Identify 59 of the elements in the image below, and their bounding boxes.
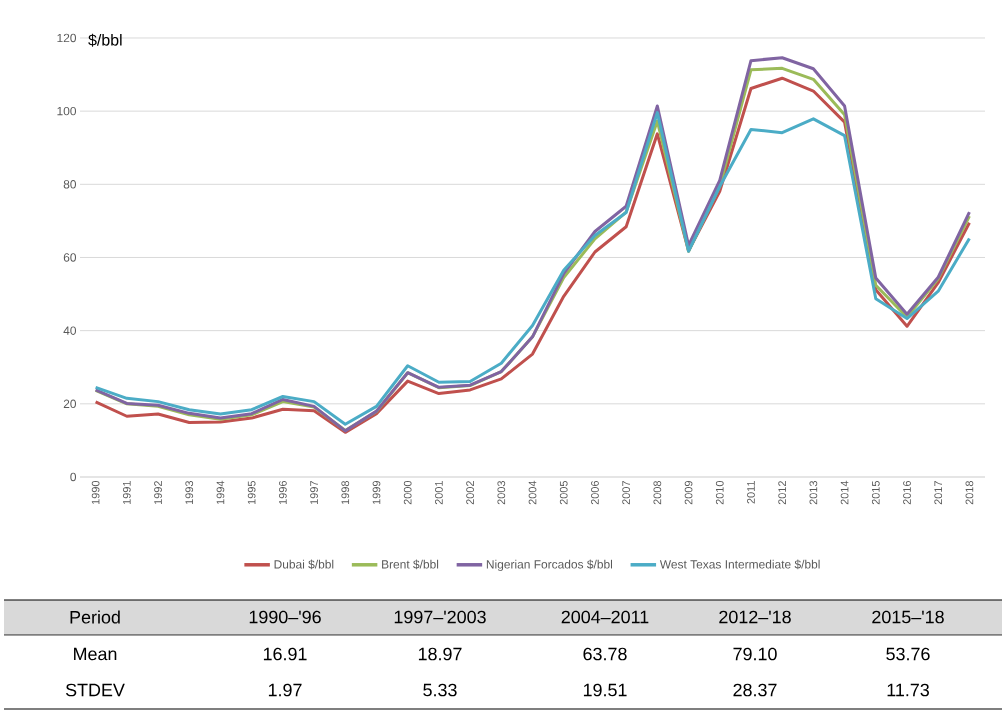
text: 18.97 bbox=[418, 647, 462, 661]
x-tick-label: 1999 bbox=[372, 481, 381, 505]
y-tick-label: 60 bbox=[63, 253, 77, 262]
text: 2015–'18 bbox=[872, 610, 944, 624]
legend-label: West Texas Intermediate $/bbl bbox=[659, 559, 820, 570]
text: 1997–'2003 bbox=[394, 610, 486, 624]
text: 1.97 bbox=[268, 683, 302, 697]
text: 79.10 bbox=[733, 647, 777, 661]
x-tick-label: 1998 bbox=[341, 481, 350, 505]
text: 63.78 bbox=[583, 647, 627, 661]
x-tick-label: 2018 bbox=[965, 481, 974, 505]
y-tick-label: 100 bbox=[57, 106, 77, 116]
text: 2004–2011 bbox=[561, 610, 649, 624]
x-tick-label: 1994 bbox=[216, 480, 225, 505]
x-tick-label: 1991 bbox=[122, 481, 131, 505]
legend-label: Dubai $/bbl bbox=[274, 559, 334, 570]
x-tick-label: 1990 bbox=[91, 480, 100, 505]
x-tick-label: 1993 bbox=[185, 481, 194, 505]
text: 16.91 bbox=[263, 647, 307, 661]
x-tick-label: 2017 bbox=[934, 481, 943, 505]
text: Mean bbox=[74, 647, 117, 661]
text: Period bbox=[70, 610, 120, 624]
text: 53.76 bbox=[886, 647, 930, 661]
x-tick-label: 2001 bbox=[435, 481, 443, 505]
x-tick-label: 2005 bbox=[559, 480, 568, 505]
text: 28.37 bbox=[733, 683, 777, 697]
y-axis-title: $/bbl bbox=[88, 33, 122, 47]
y-tick-label: 20 bbox=[63, 399, 77, 409]
x-tick-label: 2000 bbox=[403, 480, 412, 505]
legend-label: Brent $/bbl bbox=[382, 559, 439, 570]
y-tick-label: 80 bbox=[63, 180, 77, 189]
text: 11.73 bbox=[887, 683, 929, 697]
x-tick-label: 1997 bbox=[310, 481, 318, 505]
x-tick-label: 1996 bbox=[278, 481, 287, 505]
y-tick-label: 120 bbox=[57, 33, 77, 43]
x-tick-label: 2010 bbox=[715, 480, 724, 505]
y-tick-label: 0 bbox=[70, 472, 77, 482]
x-tick-label: 2015 bbox=[871, 480, 880, 505]
text: 5.33 bbox=[423, 683, 457, 697]
text: 19.51 bbox=[583, 683, 627, 697]
x-tick-label: 2012 bbox=[778, 481, 787, 505]
x-tick-label: 2013 bbox=[809, 481, 818, 505]
text: 1990–'96 bbox=[249, 610, 321, 624]
x-tick-label: 2009 bbox=[684, 481, 693, 505]
x-tick-label: 2003 bbox=[497, 481, 506, 505]
text: 2012–'18 bbox=[719, 610, 791, 624]
x-tick-label: 2006 bbox=[591, 481, 599, 505]
x-tick-label: 2011 bbox=[747, 481, 755, 504]
x-tick-label: 2007 bbox=[622, 481, 631, 505]
legend-label: Nigerian Forcados $/bbl bbox=[486, 559, 612, 571]
text: STDEV bbox=[65, 683, 125, 697]
x-tick-label: 2002 bbox=[466, 481, 474, 505]
x-tick-label: 2004 bbox=[528, 480, 537, 505]
x-tick-label: 1992 bbox=[154, 481, 162, 505]
x-tick-label: 2014 bbox=[840, 480, 849, 505]
x-tick-label: 1995 bbox=[247, 480, 256, 505]
x-tick-label: 2016 bbox=[903, 481, 911, 505]
y-tick-label: 40 bbox=[63, 326, 77, 335]
x-tick-label: 2008 bbox=[653, 481, 662, 505]
